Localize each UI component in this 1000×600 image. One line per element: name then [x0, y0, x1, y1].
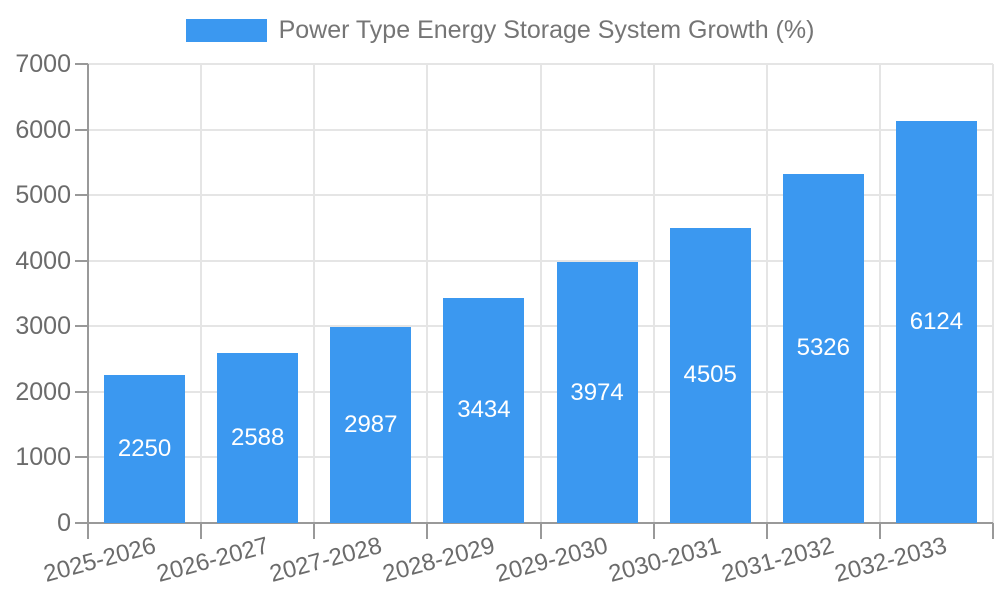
y-axis-tick-label: 1000: [15, 443, 71, 472]
y-axis-tick: [75, 194, 88, 197]
y-axis-tick: [75, 522, 88, 524]
y-axis-tick: [75, 456, 88, 459]
x-axis-tick: [992, 523, 994, 539]
bar[interactable]: 2987: [330, 327, 412, 523]
bar-value-label: 2588: [230, 424, 285, 452]
vertical-gridline: [313, 64, 316, 523]
y-axis-tick-label: 4000: [15, 246, 71, 275]
x-axis-line: [88, 522, 993, 524]
bar[interactable]: 5326: [782, 173, 864, 523]
x-axis-tick: [765, 523, 768, 539]
vertical-gridline: [765, 64, 768, 523]
bar[interactable]: 2250: [104, 375, 186, 523]
x-axis-tick-label: 2031-2032: [719, 532, 838, 588]
vertical-gridline: [878, 64, 881, 523]
bar[interactable]: 3434: [443, 297, 525, 523]
x-axis-tick: [87, 523, 89, 539]
bar-value-label: 4505: [683, 361, 737, 389]
bar-value-label: 2987: [344, 411, 398, 439]
x-axis-tick-label: 2027-2028: [266, 532, 385, 588]
x-axis-tick-label: 2032-2033: [832, 532, 951, 588]
y-axis-tick: [75, 63, 88, 65]
y-axis-line: [87, 64, 89, 523]
y-axis-tick: [75, 325, 88, 328]
x-axis-tick: [200, 523, 203, 539]
vertical-gridline: [200, 64, 203, 523]
bar[interactable]: 6124: [895, 121, 977, 523]
legend-swatch: [185, 19, 267, 43]
x-axis-tick-label: 2025-2026: [40, 532, 159, 588]
vertical-gridline: [992, 64, 994, 523]
y-axis-tick: [75, 128, 88, 131]
x-axis-tick-label: 2030-2031: [606, 532, 724, 588]
bar[interactable]: 2588: [217, 353, 299, 523]
x-axis-tick: [539, 523, 542, 539]
y-axis-tick-label: 7000: [15, 50, 71, 78]
bar[interactable]: 3974: [556, 262, 638, 523]
bar-value-label: 6124: [909, 308, 964, 336]
y-axis-tick-label: 3000: [15, 312, 71, 341]
x-axis-tick-label: 2028-2029: [379, 532, 498, 588]
legend-label: Power Type Energy Storage System Growth …: [278, 16, 815, 44]
bar-value-label: 3974: [570, 378, 624, 406]
vertical-gridline: [539, 64, 542, 523]
y-axis-tick: [75, 259, 88, 262]
x-axis-tick-label: 2029-2030: [492, 532, 611, 588]
bar-value-label: 3434: [457, 396, 511, 424]
x-axis-tick: [313, 523, 316, 539]
bar[interactable]: 4505: [669, 227, 751, 523]
y-axis-tick-label: 5000: [15, 181, 71, 210]
y-axis-tick-label: 0: [57, 509, 71, 537]
bar-value-label: 2250: [117, 435, 172, 463]
x-axis-tick: [878, 523, 881, 539]
x-axis-tick-label: 2026-2027: [153, 532, 272, 588]
x-axis-tick: [426, 523, 429, 539]
vertical-gridline: [652, 64, 655, 523]
y-axis-tick-label: 6000: [15, 115, 71, 144]
bar-value-label: 5326: [796, 334, 850, 362]
y-axis-tick: [75, 390, 88, 393]
legend-item[interactable]: Power Type Energy Storage System Growth …: [0, 16, 1000, 45]
vertical-gridline: [426, 64, 429, 523]
x-axis-tick: [652, 523, 655, 539]
y-axis-tick-label: 2000: [15, 377, 71, 406]
